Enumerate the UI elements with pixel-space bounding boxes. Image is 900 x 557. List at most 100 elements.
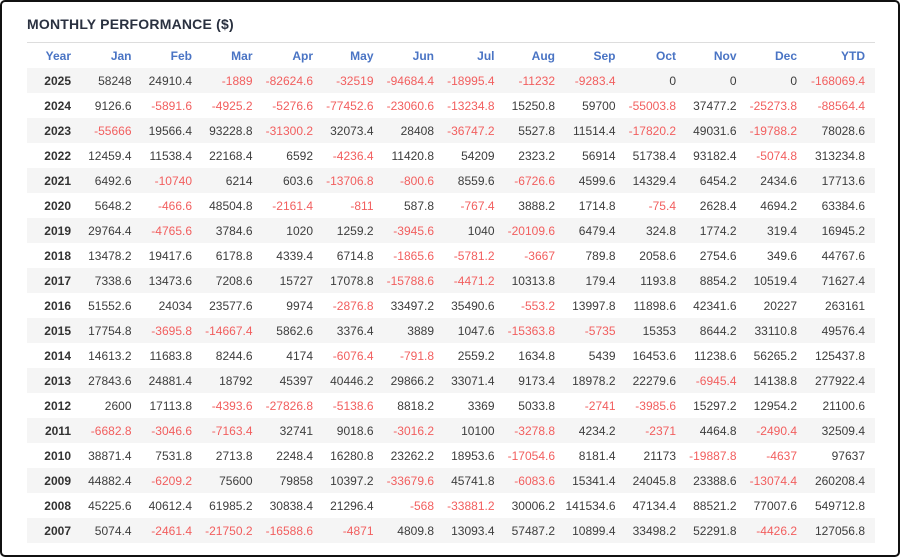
value-cell: 2434.6 xyxy=(760,173,797,188)
value-cell: 15353 xyxy=(642,323,676,338)
value-cell: 33110.8 xyxy=(754,323,798,338)
value-cell: 11898.6 xyxy=(633,298,677,313)
value-cell: -13234.8 xyxy=(447,98,495,113)
value-cell: 23577.6 xyxy=(209,298,253,313)
table-row: 2013 27843.6 24881.4 18792 45397 40446.2 29866… xyxy=(27,368,875,393)
year-cell: 2009 xyxy=(44,473,71,488)
value-cell: 93182.4 xyxy=(693,148,737,163)
value-cell: 10100 xyxy=(461,423,495,438)
value-cell: -6945.4 xyxy=(695,373,737,388)
value-cell: 33498.2 xyxy=(632,523,676,538)
year-cell: 2011 xyxy=(44,423,71,438)
header-row: Year Jan Feb Mar Apr May Jun Jul Aug Sep Oct Nov Dec… xyxy=(27,43,875,68)
value-cell: 8244.6 xyxy=(215,348,253,363)
value-cell: 9126.6 xyxy=(94,98,132,113)
value-cell: 97637 xyxy=(831,448,865,463)
value-cell: 8854.2 xyxy=(699,273,737,288)
value-cell: -6726.6 xyxy=(514,173,555,188)
value-cell: 3888.2 xyxy=(518,198,555,213)
value-cell: -19788.2 xyxy=(749,123,797,138)
value-cell: 33497.2 xyxy=(390,298,434,313)
value-cell: -16588.6 xyxy=(265,523,313,538)
value-cell: 6214 xyxy=(225,173,253,188)
value-cell: -2741 xyxy=(584,398,616,413)
value-cell: -568 xyxy=(409,498,434,513)
value-cell: 10313.8 xyxy=(511,273,555,288)
value-cell: 179.4 xyxy=(585,273,616,288)
value-cell: -3695.8 xyxy=(151,323,192,338)
year-cell: 2020 xyxy=(44,198,71,213)
column-header-jan: Jan xyxy=(110,48,132,63)
value-cell: -20109.6 xyxy=(507,223,555,238)
column-header-may: May xyxy=(350,48,374,63)
value-cell: 349.6 xyxy=(766,248,797,263)
value-cell: 587.8 xyxy=(403,198,434,213)
value-cell: -9283.4 xyxy=(574,73,616,88)
value-cell: 5527.8 xyxy=(518,123,555,138)
value-cell: 13473.6 xyxy=(148,273,192,288)
value-cell: 51552.6 xyxy=(88,298,132,313)
value-cell: 8559.6 xyxy=(457,173,495,188)
value-cell: -25273.8 xyxy=(749,98,797,113)
year-cell: 2015 xyxy=(44,323,71,338)
value-cell: -7163.4 xyxy=(211,423,253,438)
value-cell: 42341.6 xyxy=(693,298,737,313)
value-cell: 14613.2 xyxy=(88,348,132,363)
value-cell: 16280.8 xyxy=(330,448,374,463)
value-cell: 56914 xyxy=(582,148,616,163)
value-cell: -168069.4 xyxy=(810,73,865,88)
value-cell: -3945.6 xyxy=(393,223,434,238)
value-cell: 18792 xyxy=(219,373,253,388)
value-cell: 75600 xyxy=(219,473,253,488)
value-cell: 13093.4 xyxy=(451,523,495,538)
value-cell: 29764.4 xyxy=(88,223,132,238)
value-cell: 2248.4 xyxy=(276,448,313,463)
value-cell: 27843.6 xyxy=(88,373,132,388)
value-cell: -14667.4 xyxy=(205,323,253,338)
value-cell: -791.8 xyxy=(399,348,434,363)
value-cell: 21296.4 xyxy=(330,498,374,513)
value-cell: -1865.6 xyxy=(393,248,434,263)
value-cell: 11683.8 xyxy=(149,348,193,363)
year-cell: 2013 xyxy=(44,373,71,388)
value-cell: 6454.2 xyxy=(699,173,737,188)
value-cell: 10519.4 xyxy=(753,273,797,288)
value-cell: 6492.6 xyxy=(94,173,132,188)
value-cell: 12954.2 xyxy=(753,398,797,413)
value-cell: 3784.6 xyxy=(215,223,253,238)
value-cell: 11538.4 xyxy=(149,148,193,163)
value-cell: 37477.2 xyxy=(693,98,737,113)
value-cell: 6178.8 xyxy=(215,248,253,263)
value-cell: 52291.8 xyxy=(693,523,737,538)
value-cell: 1714.8 xyxy=(578,198,616,213)
value-cell: 5439 xyxy=(588,348,616,363)
value-cell: -2876.8 xyxy=(332,298,374,313)
table-row: 2024 9126.6 -5891.6 -4925.2 -5276.6 -77452.6-… xyxy=(27,93,875,118)
value-cell: 4809.8 xyxy=(397,523,434,538)
value-cell: 3889 xyxy=(407,323,434,338)
value-cell: -4871 xyxy=(342,523,374,538)
column-header-oct: Oct xyxy=(655,48,676,63)
value-cell: 2559.2 xyxy=(457,348,495,363)
value-cell: 58248 xyxy=(98,73,132,88)
value-cell: 260208.4 xyxy=(814,473,865,488)
value-cell: 17754.8 xyxy=(88,323,132,338)
value-cell: 4599.6 xyxy=(578,173,616,188)
table-row: 2008 45225.6 40612.4 61985.2 30838.4 21296.4 -… xyxy=(27,493,875,518)
value-cell: 47134.4 xyxy=(632,498,676,513)
value-cell: 9018.6 xyxy=(336,423,374,438)
table-row: 2011 -6682.8 -3046.6 -7163.4 32741 9018.6 -301… xyxy=(27,418,875,443)
value-cell: -33881.2 xyxy=(447,498,495,513)
value-cell: 18978.2 xyxy=(572,373,616,388)
value-cell: 8818.2 xyxy=(397,398,434,413)
value-cell: -811 xyxy=(350,198,374,213)
value-cell: 12459.4 xyxy=(88,148,132,163)
column-header-apr: Apr xyxy=(292,48,313,63)
value-cell: -4925.2 xyxy=(211,98,253,113)
value-cell: -4471.2 xyxy=(453,273,495,288)
value-cell: -4236.4 xyxy=(332,148,374,163)
value-cell: -466.6 xyxy=(157,198,192,213)
value-cell: -77452.6 xyxy=(326,98,374,113)
value-cell: 8644.2 xyxy=(699,323,737,338)
